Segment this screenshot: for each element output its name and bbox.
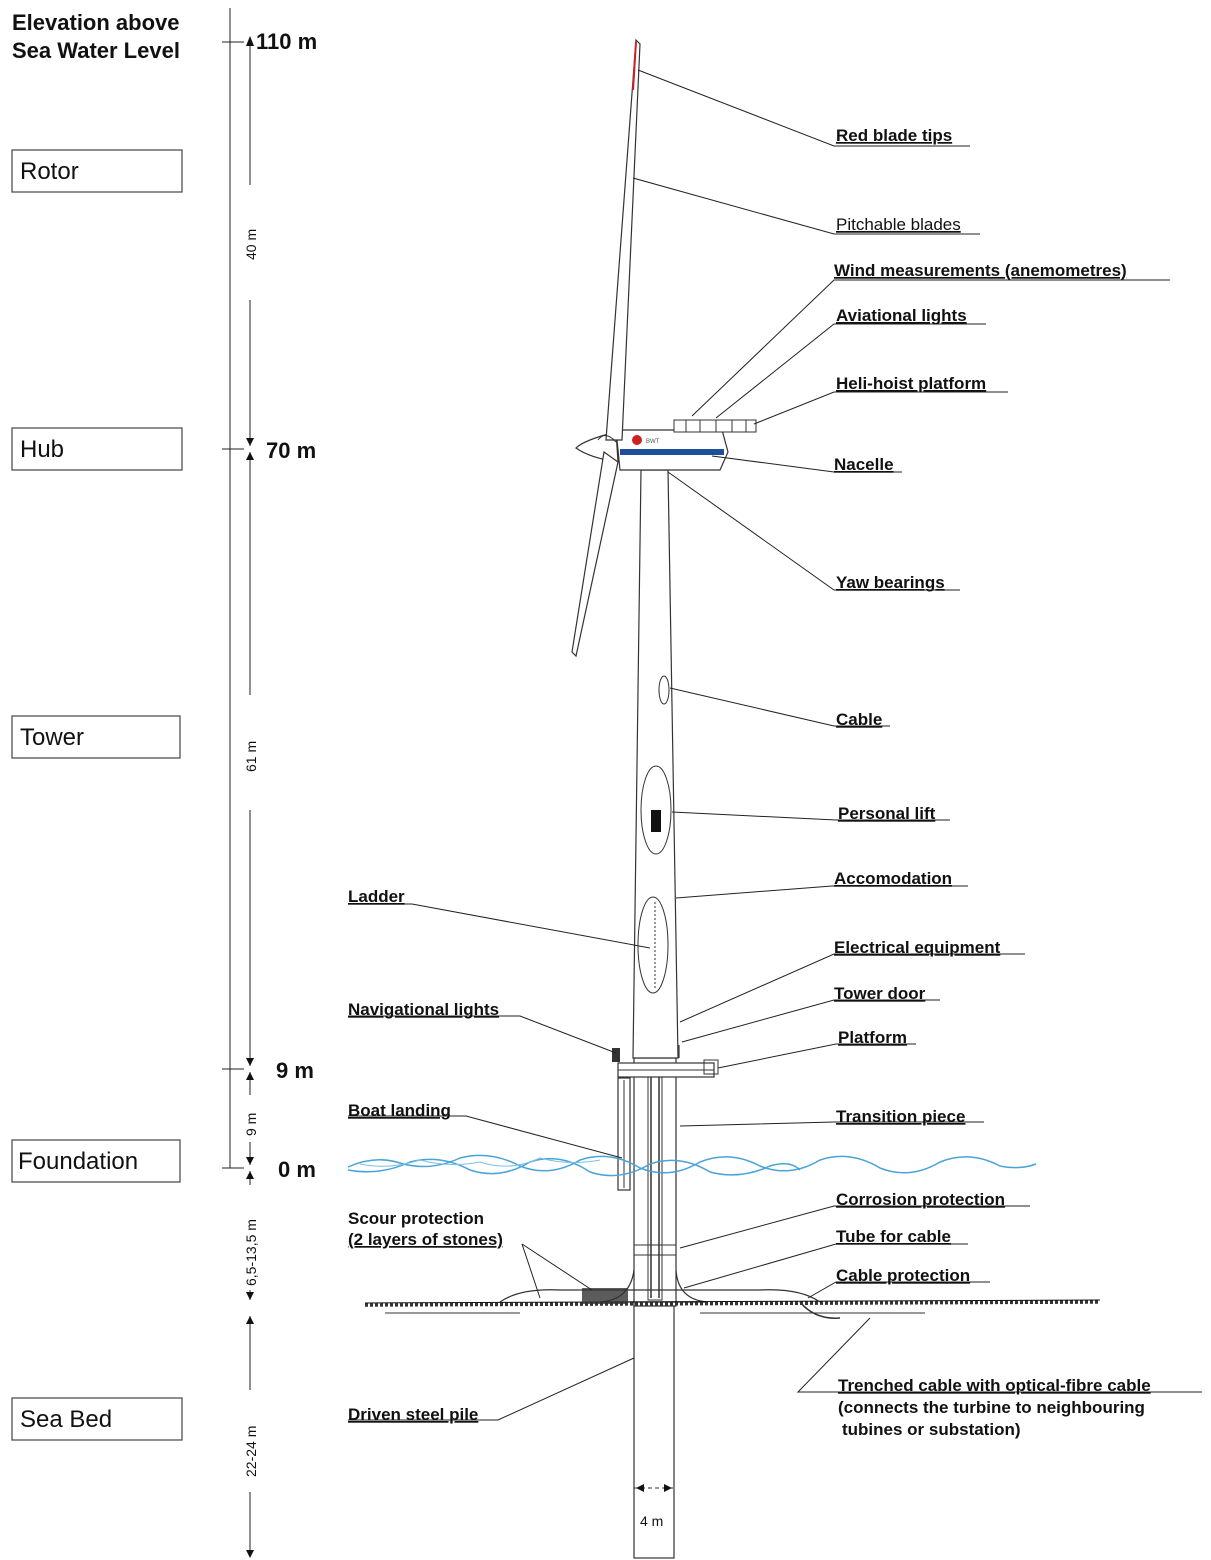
blade-side (597, 435, 617, 443)
scour-protection (499, 1289, 821, 1303)
accomodation-chamber (637, 896, 669, 994)
turbine: BWT (571, 38, 757, 1559)
label-trenched-cable-line1: Trenched cable with optical-fibre cable (838, 1376, 1151, 1395)
label-cable-protection: Cable protection (836, 1266, 970, 1285)
sea-surface (347, 1154, 1037, 1177)
label-corrosion-protection: Corrosion protection (836, 1190, 1005, 1209)
driven-pile (633, 1299, 675, 1559)
label-navigational-lights: Navigational lights (348, 1000, 499, 1019)
label-tube-for-cable: Tube for cable (836, 1227, 951, 1246)
label-scour-protection-line2: (2 layers of stones) (348, 1230, 503, 1249)
label-trenched-cable-line3: tubines or substation) (842, 1420, 1021, 1439)
cable-trench (799, 1301, 841, 1319)
label-heli-hoist-platform: Heli-hoist platform (836, 374, 986, 393)
label-pitchable-blades: Pitchable blades (836, 215, 961, 234)
section-rotor: Rotor (11, 149, 183, 193)
section-sea-bed-label: Sea Bed (20, 1406, 112, 1433)
header-line-2: Sea Water Level (12, 38, 180, 63)
label-driven-steel-pile: Driven steel pile (348, 1405, 478, 1424)
blade-lower (571, 450, 619, 658)
dim-22-24m: 22-24 m (243, 1426, 259, 1477)
label-wind-measurements: Wind measurements (anemometres) (834, 261, 1127, 280)
label-trenched-cable-line2: (connects the turbine to neighbouring (838, 1398, 1145, 1417)
pile-width-dimension: 4 m (634, 1484, 674, 1529)
elevation-scale: 40 m 61 m 9 m 6,5-13,5 m 22-24 m (222, 8, 259, 1558)
section-sea-bed: Sea Bed (11, 1397, 183, 1441)
label-platform: Platform (838, 1028, 907, 1047)
dim-6-5-13-5m: 6,5-13,5 m (243, 1219, 259, 1286)
elevation-70m: 70 m (266, 438, 316, 463)
heli-hoist-deck (673, 419, 757, 433)
section-foundation-label: Foundation (18, 1148, 138, 1175)
label-nacelle: Nacelle (834, 455, 894, 474)
label-boat-landing: Boat landing (348, 1101, 451, 1120)
section-tower-label: Tower (20, 724, 84, 751)
dim-4m: 4 m (640, 1513, 663, 1529)
label-yaw-bearings: Yaw bearings (836, 573, 945, 592)
label-accomodation: Accomodation (834, 869, 952, 888)
elevation-9m: 9 m (276, 1058, 314, 1083)
label-cable: Cable (836, 710, 882, 729)
elevation-0m: 0 m (278, 1157, 316, 1182)
navigational-light (612, 1048, 620, 1062)
header-line-1: Elevation above (12, 10, 180, 35)
label-aviational-lights: Aviational lights (836, 306, 967, 325)
label-personal-lift: Personal lift (838, 804, 936, 823)
personal-lift (651, 810, 661, 832)
platform-crane (703, 1059, 719, 1075)
section-hub-label: Hub (20, 436, 64, 463)
cable-opening (658, 675, 670, 705)
section-hub: Hub (11, 427, 183, 471)
dim-61m: 61 m (243, 741, 259, 772)
label-electrical-equipment: Electrical equipment (834, 938, 1001, 957)
seabed (364, 1288, 1101, 1319)
label-scour-protection-line1: Scour protection (348, 1209, 484, 1228)
leader-lines (348, 69, 1202, 1421)
blade-upper (605, 38, 641, 441)
label-ladder: Ladder (348, 887, 405, 906)
section-foundation: Foundation (11, 1139, 181, 1183)
section-rotor-label: Rotor (20, 158, 79, 185)
nacelle-stripe (620, 449, 724, 455)
dim-40m: 40 m (243, 229, 259, 260)
svg-text:BWT: BWT (646, 439, 660, 445)
nacelle-logo (632, 435, 642, 445)
section-tower: Tower (11, 715, 181, 759)
dim-9m: 9 m (243, 1113, 259, 1136)
label-red-blade-tips: Red blade tips (836, 126, 952, 145)
label-tower-door: Tower door (834, 984, 926, 1003)
label-transition-piece: Transition piece (836, 1107, 965, 1126)
elevation-110m: 110 m (256, 29, 317, 54)
